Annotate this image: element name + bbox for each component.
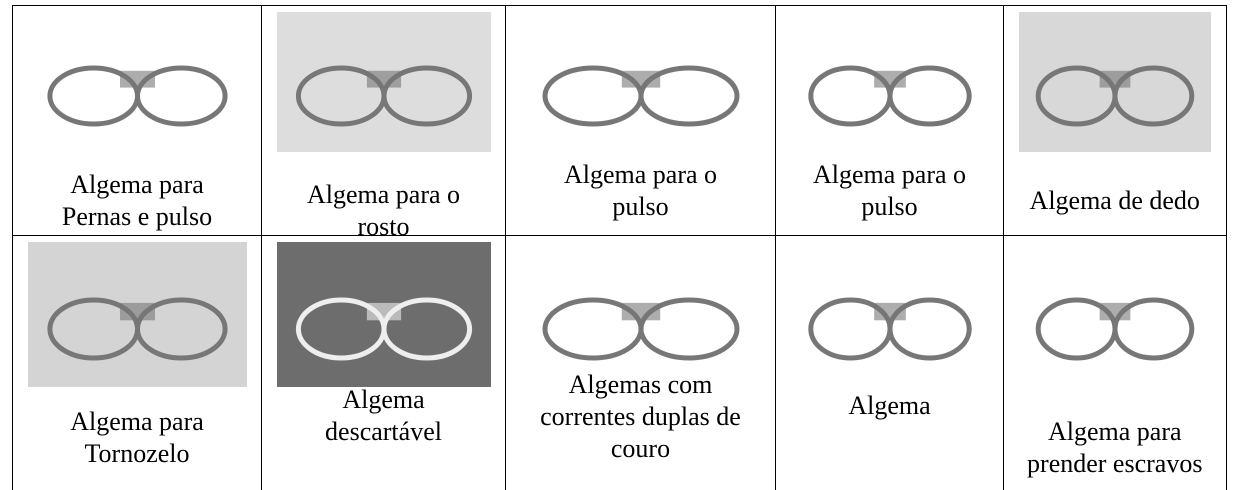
caption-line: rosto xyxy=(357,212,410,241)
caption-line: prender escravos xyxy=(1027,449,1203,478)
table-cell: Algema para o rosto xyxy=(261,5,505,241)
image xyxy=(28,242,247,387)
table-cell: Algema descartável xyxy=(261,235,505,490)
caption-line: Pernas e pulso xyxy=(61,202,213,231)
caption: Algema para o pulso xyxy=(776,159,1003,223)
caption-line: Algema para o xyxy=(306,180,461,209)
cuff-lock xyxy=(874,302,906,321)
table-cell: Algema para prender escravos xyxy=(1003,235,1227,490)
cuff-lock xyxy=(366,70,402,88)
table-cell: Algemas com correntes duplas de couro xyxy=(505,235,775,490)
cuff-ring xyxy=(135,65,228,127)
cuff-lock xyxy=(1099,70,1131,88)
caption-line: Algema para o xyxy=(563,160,718,189)
table-cell: Algema de dedo xyxy=(1003,5,1227,235)
cuff-ring xyxy=(1112,297,1195,361)
caption: Algema para prender escravos xyxy=(1004,416,1226,480)
caption: Algema para Pernas e pulso xyxy=(13,169,261,233)
caption: Algema xyxy=(776,390,1003,422)
caption-line: Tornozelo xyxy=(84,439,190,468)
cuff-lock xyxy=(621,70,661,88)
cuff-lock xyxy=(119,302,156,321)
image xyxy=(47,65,228,127)
cuff-lock xyxy=(366,302,402,321)
caption: Algema para Tornozelo xyxy=(13,406,261,470)
table-cell: Algema xyxy=(775,235,1003,490)
cuff-lock xyxy=(874,70,906,88)
image xyxy=(808,297,972,361)
caption-line: correntes duplas de xyxy=(540,402,741,431)
caption-line: Algema xyxy=(342,385,425,414)
image xyxy=(277,242,491,387)
cuff-ring xyxy=(638,297,740,361)
table-cell: Algema para Tornozelo xyxy=(12,235,261,490)
table-cell: Algema para o pulso xyxy=(505,5,775,235)
image xyxy=(808,65,972,127)
caption: Algema para o pulso xyxy=(506,159,775,223)
caption-line: Algemas com xyxy=(568,370,713,399)
cuff-ring xyxy=(135,297,228,361)
image xyxy=(277,12,491,152)
caption-line: Algema para xyxy=(70,407,204,436)
image xyxy=(542,297,740,361)
cuff-ring xyxy=(381,65,473,127)
cuff-ring xyxy=(887,297,972,361)
cuff-lock xyxy=(119,70,156,88)
cuff-ring xyxy=(381,297,473,361)
cuff-lock xyxy=(1099,302,1131,321)
caption: Algema descartável xyxy=(262,384,505,448)
caption-line: descartável xyxy=(325,417,442,446)
caption-line: couro xyxy=(610,434,671,463)
caption-line: Algema para o xyxy=(812,160,967,189)
caption-line: pulso xyxy=(861,192,918,221)
caption: Algema de dedo xyxy=(1004,185,1226,217)
caption-line: Algema de dedo xyxy=(1029,186,1200,215)
cuff-ring xyxy=(887,65,972,127)
image xyxy=(542,65,740,127)
caption-line: Algema xyxy=(848,391,931,420)
caption-line: Algema para xyxy=(70,170,204,199)
caption-line: Algema para xyxy=(1047,417,1182,446)
caption-line: pulso xyxy=(612,192,669,221)
image xyxy=(1035,297,1195,361)
cuff-ring xyxy=(1112,65,1195,127)
caption: Algemas com correntes duplas de couro xyxy=(506,369,775,465)
cuff-ring xyxy=(638,65,740,127)
table-cell: Algema para o pulso xyxy=(775,5,1003,235)
table-cell: Algema para Pernas e pulso xyxy=(12,5,261,235)
image xyxy=(1019,12,1211,152)
caption: Algema para o rosto xyxy=(262,179,505,243)
cuff-lock xyxy=(621,302,661,321)
